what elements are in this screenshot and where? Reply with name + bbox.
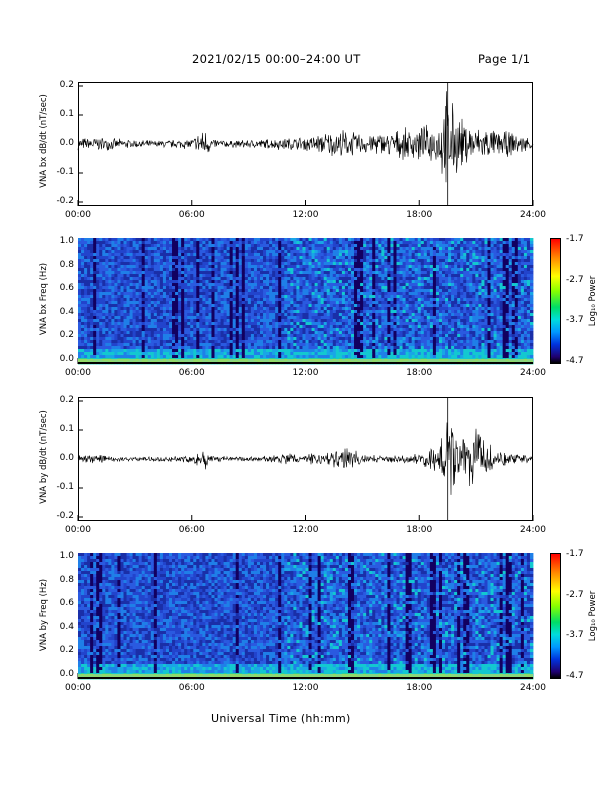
colorbar-tick-label: -4.7 — [566, 356, 584, 366]
x-tick-label: 00:00 — [65, 368, 91, 378]
x-tick-label: 00:00 — [65, 525, 91, 535]
x-tick-label: 24:00 — [520, 368, 546, 378]
x-tick-label: 12:00 — [292, 368, 319, 378]
dbdt-trace-line — [77, 91, 534, 183]
x-tick-label: 24:00 — [520, 210, 546, 220]
y-tick-label: -0.2 — [56, 511, 74, 521]
colorbar-tick-label: -1.7 — [566, 234, 584, 244]
x-tick-label: 18:00 — [406, 525, 433, 535]
x-tick-label: 12:00 — [292, 525, 319, 535]
x-axis-label: Universal Time (hh:mm) — [211, 712, 351, 725]
y-tick-label: 0.8 — [59, 259, 74, 270]
y-tick-label: -0.2 — [56, 196, 74, 206]
x-tick-label: 06:00 — [178, 525, 205, 535]
x-tick-label: 24:00 — [520, 683, 546, 693]
y-tick-label: -0.1 — [56, 167, 74, 177]
plot-title: 2021/02/15 00:00–24:00 UT — [192, 52, 361, 66]
x-tick-label: 18:00 — [406, 210, 433, 220]
page-number: Page 1/1 — [478, 52, 531, 66]
dbdt-trace-line — [77, 422, 534, 495]
spectrogram-cells — [78, 238, 534, 365]
by-colorbar — [550, 553, 561, 679]
colorbar-tick-label: -2.7 — [566, 274, 584, 285]
y-tick-label: 0.1 — [59, 424, 74, 434]
y-tick-label: 1.0 — [59, 236, 74, 246]
y-tick-label: 0.0 — [59, 354, 74, 364]
y-tick-label: 0.8 — [59, 574, 74, 585]
x-tick-label: 00:00 — [65, 683, 91, 693]
y-tick-label: 0.0 — [59, 453, 74, 463]
low-freq-band — [78, 359, 533, 362]
y-tick-label: 0.2 — [59, 645, 74, 656]
x-tick-label: 24:00 — [520, 525, 546, 535]
y-tick-label: 0.0 — [59, 669, 74, 679]
baseline — [78, 677, 533, 679]
y-tick-label: 0.6 — [59, 598, 74, 609]
colorbar-tick-label: -4.7 — [566, 671, 584, 681]
y-tick-label: 1.0 — [59, 551, 74, 561]
y-tick-label: 0.0 — [59, 138, 74, 148]
x-tick-label: 06:00 — [178, 683, 205, 693]
y-tick-label: 0.4 — [59, 621, 74, 632]
x-tick-label: 00:00 — [65, 210, 91, 220]
colorbar-tick-label: -3.7 — [566, 315, 584, 326]
x-tick-label: 12:00 — [292, 683, 319, 693]
baseline — [78, 362, 533, 364]
bx-colorbar — [550, 238, 561, 364]
x-tick-label: 18:00 — [406, 368, 433, 378]
y-tick-label: 0.4 — [59, 306, 74, 317]
y-tick-label: 0.6 — [59, 283, 74, 294]
low-freq-band — [78, 674, 533, 677]
y-tick-label: 0.2 — [59, 395, 74, 405]
colorbar-tick-label: -3.7 — [566, 630, 584, 641]
x-tick-label: 06:00 — [178, 368, 205, 378]
x-tick-label: 18:00 — [406, 683, 433, 693]
spectrogram-cells — [78, 553, 534, 680]
colorbar-tick-label: -2.7 — [566, 589, 584, 600]
y-tick-label: 0.2 — [59, 80, 74, 90]
y-tick-label: 0.1 — [59, 109, 74, 119]
y-tick-label: -0.1 — [56, 482, 74, 492]
colorbar-tick-label: -1.7 — [566, 549, 584, 559]
x-tick-label: 06:00 — [178, 210, 205, 220]
x-tick-label: 12:00 — [292, 210, 319, 220]
y-tick-label: 0.2 — [59, 330, 74, 341]
